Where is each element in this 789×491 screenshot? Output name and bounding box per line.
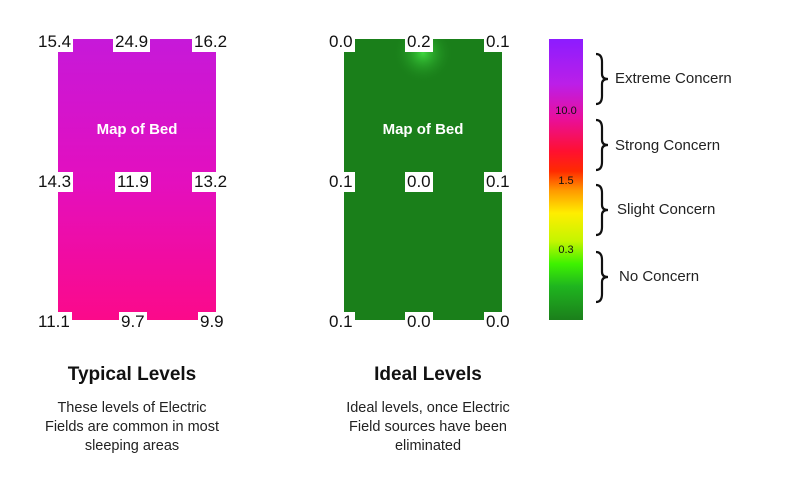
typical-heading: Typical Levels <box>67 364 197 385</box>
ideal-bed-label: Map of Bed <box>382 121 464 138</box>
ideal-reading-mid-left: 0.1 <box>327 172 355 192</box>
legend-label-strong: Strong Concern <box>615 137 721 154</box>
typical-description-line-1: These levels of Electric <box>57 400 207 416</box>
ideal-reading-mid-right: 0.1 <box>484 172 512 192</box>
ideal-description-line-2: Field sources have been <box>349 419 507 435</box>
ideal-reading-mid-center: 0.0 <box>405 172 433 192</box>
legend-tick-1-5: 1.5 <box>558 175 574 187</box>
ideal-reading-bot-right: 0.0 <box>484 312 512 332</box>
brace-slight-icon <box>595 183 609 237</box>
typical-description-line-3: sleeping areas <box>84 438 180 454</box>
legend-color-scale <box>549 39 583 320</box>
ideal-description-line-3: eliminated <box>394 438 462 454</box>
ideal-reading-top-center: 0.2 <box>405 32 433 52</box>
brace-strong-icon <box>595 118 609 172</box>
typical-description: These levels of Electric Fields are comm… <box>32 399 232 456</box>
brace-none-icon <box>595 250 609 304</box>
typical-reading-bot-right: 9.9 <box>198 312 226 332</box>
ideal-reading-top-left: 0.0 <box>327 32 355 52</box>
legend-tick-10: 10.0 <box>555 105 577 117</box>
ideal-reading-bot-left: 0.1 <box>327 312 355 332</box>
ideal-reading-bot-center: 0.0 <box>405 312 433 332</box>
typical-bed-label: Map of Bed <box>96 121 178 138</box>
brace-extreme-icon <box>595 52 609 106</box>
typical-reading-top-left: 15.4 <box>36 32 74 52</box>
typical-reading-mid-left: 14.3 <box>36 172 74 192</box>
typical-reading-bot-left: 11.1 <box>36 312 72 332</box>
legend-label-none: No Concern <box>619 268 700 285</box>
typical-reading-mid-right: 13.2 <box>192 172 230 192</box>
typical-reading-mid-center: 11.9 <box>115 172 151 192</box>
ideal-heading: Ideal Levels <box>374 364 482 385</box>
typical-reading-top-right: 16.2 <box>192 32 230 52</box>
legend-tick-0-3: 0.3 <box>558 244 574 256</box>
ideal-reading-top-right: 0.1 <box>484 32 512 52</box>
typical-description-line-2: Fields are common in most <box>44 419 220 435</box>
typical-reading-top-center: 24.9 <box>113 32 151 52</box>
legend-label-slight: Slight Concern <box>617 201 716 218</box>
ideal-description-line-1: Ideal levels, once Electric <box>346 400 510 416</box>
ideal-description: Ideal levels, once Electric Field source… <box>318 399 538 456</box>
typical-reading-bot-center: 9.7 <box>119 312 147 332</box>
legend-label-extreme: Extreme Concern <box>615 70 732 87</box>
